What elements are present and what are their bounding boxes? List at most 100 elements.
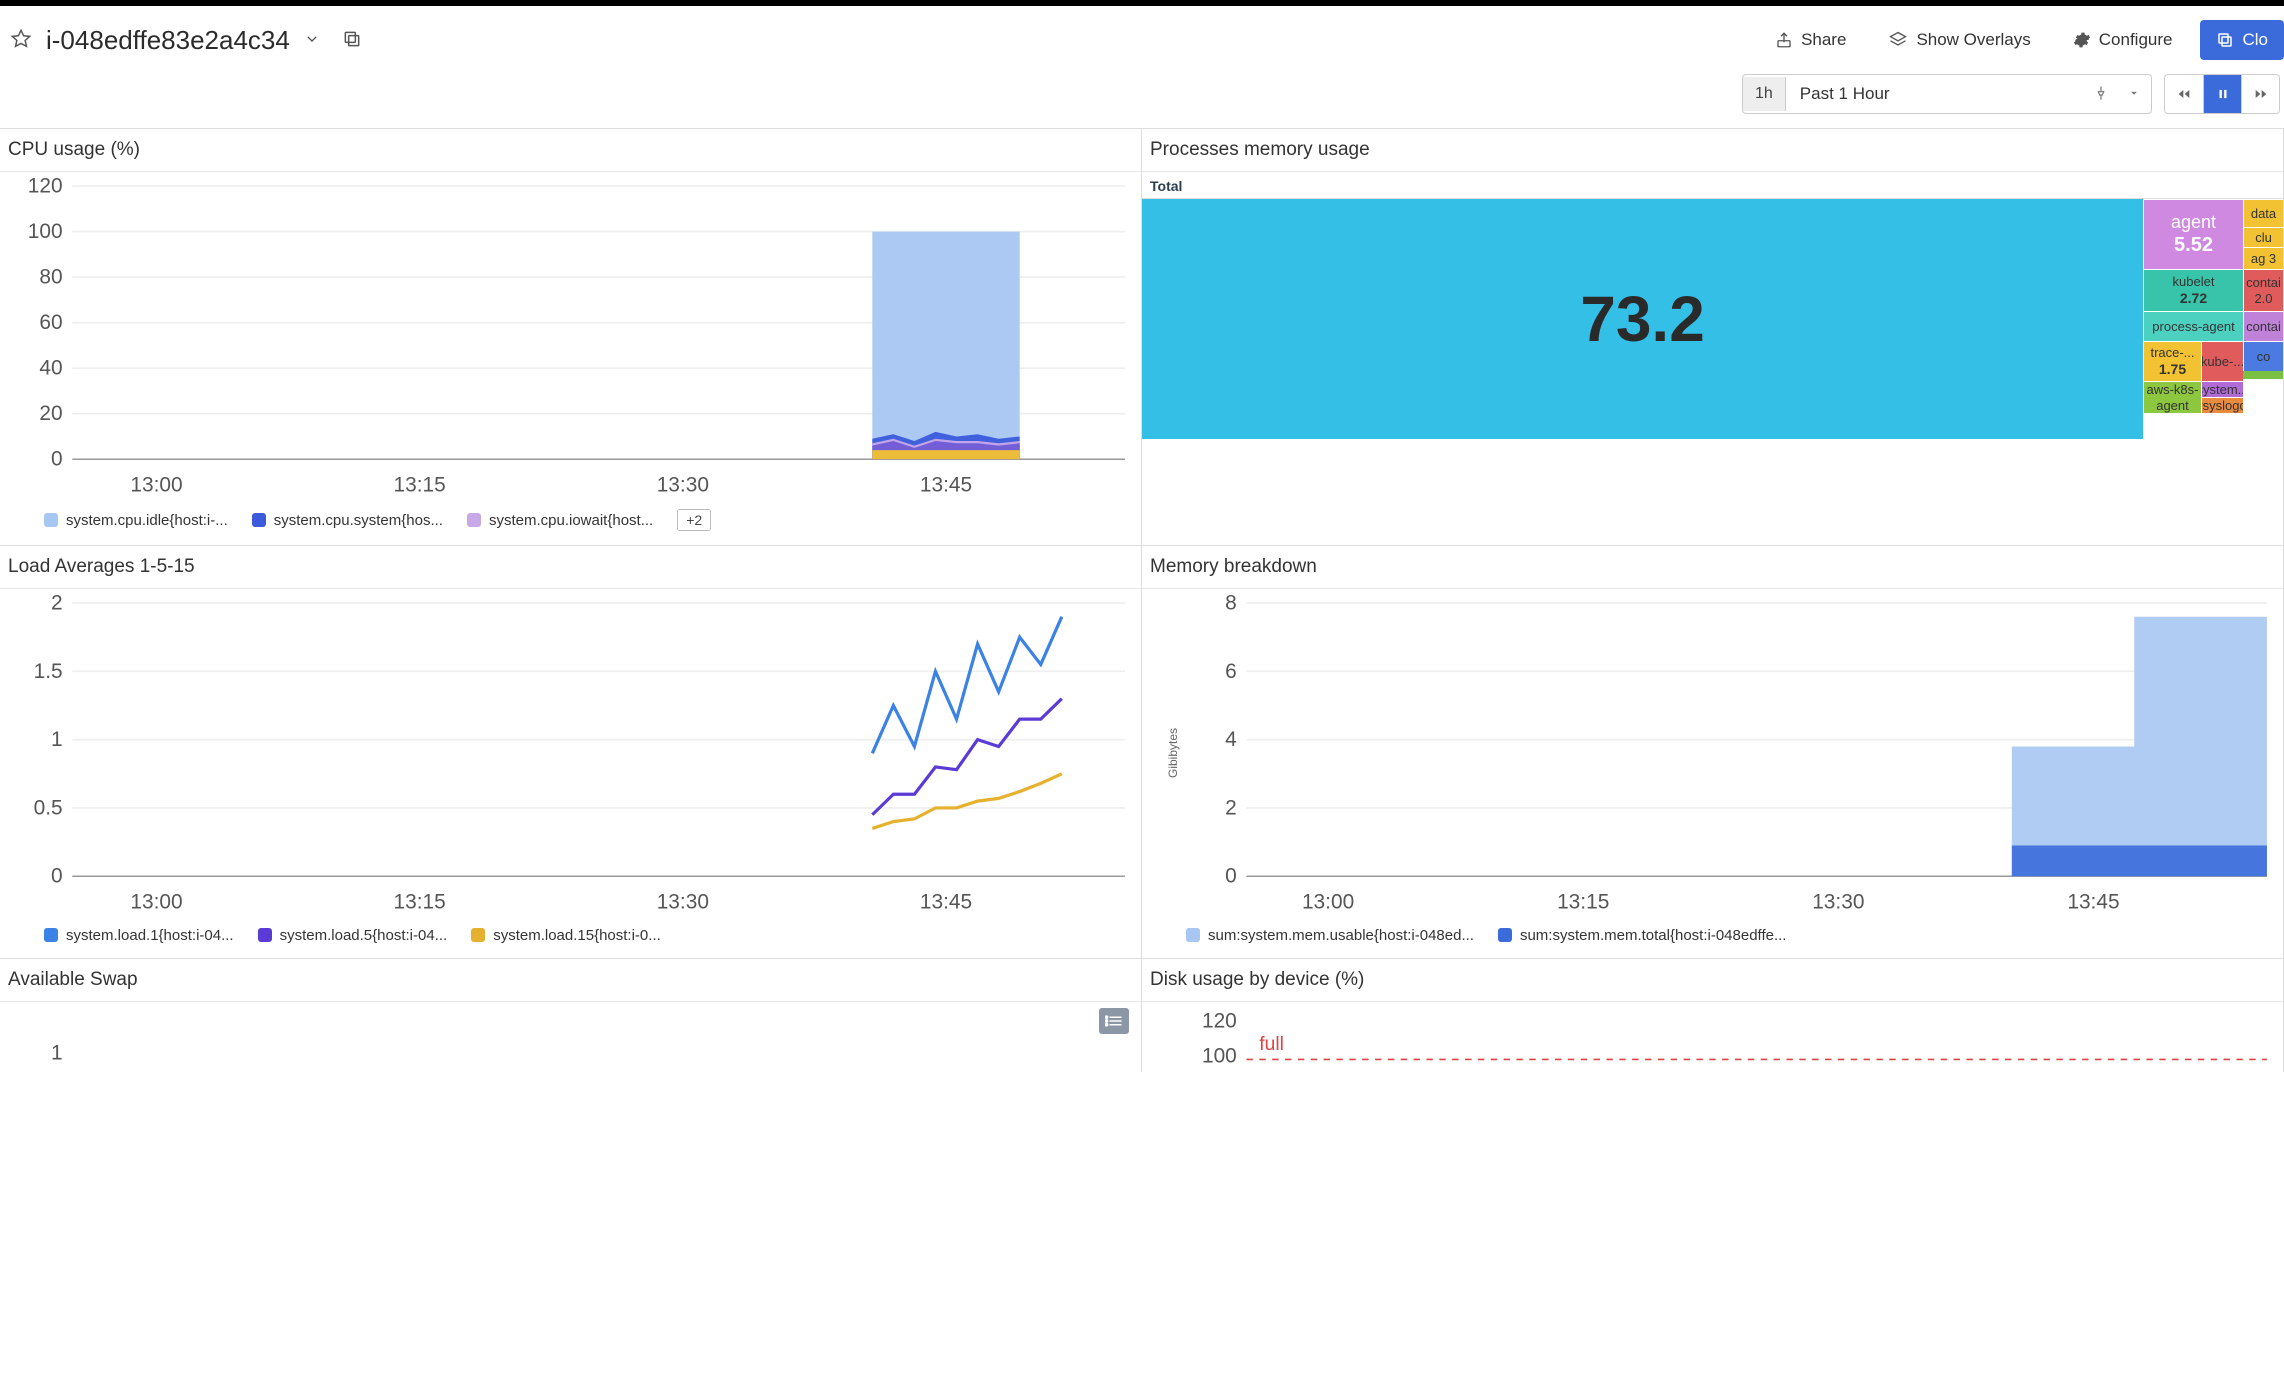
legend-item[interactable]: system.load.15{host:i-0... <box>471 927 661 944</box>
forward-button[interactable] <box>2241 75 2279 113</box>
time-range-pill[interactable]: 1h <box>1743 77 1786 111</box>
list-icon[interactable] <box>1099 1008 1129 1034</box>
share-icon <box>1775 31 1793 49</box>
legend-swatch <box>252 513 266 527</box>
svg-text:0: 0 <box>51 448 63 471</box>
load-chart[interactable]: 00.511.5213:0013:1513:3013:45 <box>8 595 1133 916</box>
panel-title: Memory breakdown <box>1142 546 2283 589</box>
pin-icon[interactable] <box>2085 85 2117 104</box>
legend-item[interactable]: sum:system.mem.usable{host:i-048ed... <box>1186 927 1474 944</box>
legend-label: sum:system.mem.total{host:i-048edffe... <box>1520 927 1787 944</box>
legend-swatch <box>467 513 481 527</box>
treemap-cell-name: system... <box>2201 382 2243 397</box>
treemap-cell-name: co <box>2257 349 2271 365</box>
legend-item[interactable]: system.load.5{host:i-04... <box>258 927 448 944</box>
title-chevron-down-icon[interactable] <box>304 31 320 50</box>
svg-text:60: 60 <box>39 311 62 334</box>
treemap-cell-name: clu <box>2255 230 2272 246</box>
legend-more[interactable]: +2 <box>677 509 711 531</box>
dashboard-header: i-048edffe83e2a4c34 Share Show Overlays … <box>0 6 2284 74</box>
panel-load-avg: Load Averages 1-5-15 00.511.5213:0013:15… <box>0 545 1142 957</box>
treemap-cell[interactable]: data <box>2243 199 2283 227</box>
svg-text:full: full <box>1259 1034 1284 1055</box>
legend-swatch <box>44 928 58 942</box>
panel-subtitle: Total <box>1142 172 2283 199</box>
overlays-button[interactable]: Show Overlays <box>1874 22 2044 58</box>
treemap-cell-name: rsyslogd <box>2201 398 2243 413</box>
treemap-cell[interactable]: aws-k8s-agent <box>2143 381 2201 413</box>
legend-label: system.cpu.system{hos... <box>274 512 443 529</box>
panel-swap: Available Swap 1 <box>0 958 1142 1072</box>
time-chevron-down-icon[interactable] <box>2117 86 2151 103</box>
legend-item[interactable]: system.cpu.idle{host:i-... <box>44 512 228 529</box>
treemap-cell-value: 2.72 <box>2180 290 2207 307</box>
clone-button[interactable]: Clo <box>2200 20 2284 60</box>
gear-icon <box>2073 31 2091 49</box>
svg-text:13:15: 13:15 <box>1557 891 1609 914</box>
overlays-label: Show Overlays <box>1916 30 2030 50</box>
legend-swatch <box>471 928 485 942</box>
treemap-cell-name: kube-... <box>2201 354 2243 370</box>
svg-text:4: 4 <box>1225 728 1237 751</box>
layers-icon <box>1888 30 1908 50</box>
treemap-cell[interactable]: co <box>2243 341 2283 371</box>
panel-title: Load Averages 1-5-15 <box>0 546 1141 589</box>
treemap-cell[interactable]: process-agent <box>2143 311 2243 341</box>
legend-item[interactable]: system.load.1{host:i-04... <box>44 927 234 944</box>
memory-chart[interactable]: 0246813:0013:1513:3013:45 <box>1150 595 2275 916</box>
copy-icon[interactable] <box>342 29 362 52</box>
svg-text:13:45: 13:45 <box>920 473 972 496</box>
configure-label: Configure <box>2099 30 2173 50</box>
svg-text:13:00: 13:00 <box>1302 891 1354 914</box>
swap-chart[interactable]: 1 <box>8 1008 1133 1072</box>
legend-item[interactable]: system.cpu.iowait{host... <box>467 512 653 529</box>
stream-controls <box>2164 74 2280 114</box>
proc-memory-treemap[interactable]: 73.2agent5.52kubelet2.72 process-agent tra… <box>1142 199 2283 439</box>
dashboard-grid: CPU usage (%) 02040608010012013:0013:151… <box>0 128 2284 1072</box>
treemap-cell-name: process-agent <box>2152 319 2234 335</box>
star-icon[interactable] <box>10 28 32 53</box>
svg-text:13:30: 13:30 <box>1812 891 1864 914</box>
panel-disk-usage: Disk usage by device (%) 120100full <box>1142 958 2284 1072</box>
treemap-main-cell[interactable]: 73.2 <box>1142 199 2143 439</box>
svg-text:6: 6 <box>1225 660 1237 683</box>
treemap-cell[interactable]: system... <box>2201 381 2243 397</box>
svg-text:13:45: 13:45 <box>2067 891 2119 914</box>
svg-text:13:15: 13:15 <box>394 473 446 496</box>
treemap-cell-name: trace-... <box>2150 345 2194 361</box>
svg-text:0: 0 <box>51 865 63 888</box>
y-axis-label: Gibibytes <box>1166 728 1180 778</box>
legend-label: system.cpu.idle{host:i-... <box>66 512 228 529</box>
treemap-cell[interactable]: ag 3 <box>2243 247 2283 269</box>
svg-text:13:30: 13:30 <box>657 473 709 496</box>
treemap-cell[interactable]: kube-... <box>2201 341 2243 381</box>
configure-button[interactable]: Configure <box>2059 22 2187 58</box>
time-range-label: Past 1 Hour <box>1786 84 2085 104</box>
treemap-cell[interactable]: rsyslogd <box>2201 397 2243 413</box>
treemap-cell[interactable]: contai <box>2243 311 2283 341</box>
disk-chart[interactable]: 120100full <box>1150 1008 2275 1072</box>
svg-text:1.5: 1.5 <box>34 660 63 683</box>
treemap-cell[interactable]: clu <box>2243 227 2283 247</box>
legend-item[interactable]: sum:system.mem.total{host:i-048edffe... <box>1498 927 1787 944</box>
share-button[interactable]: Share <box>1761 22 1860 58</box>
panel-title: Disk usage by device (%) <box>1142 959 2283 1002</box>
treemap-cell-name: contai 2.0 <box>2244 275 2283 306</box>
treemap-cell[interactable]: trace-...1.75 <box>2143 341 2201 381</box>
legend-label: system.cpu.iowait{host... <box>489 512 653 529</box>
treemap-cell-name: aws-k8s-agent <box>2144 382 2201 413</box>
time-controls: 1h Past 1 Hour <box>0 74 2284 128</box>
treemap-cell[interactable]: contai 2.0 <box>2243 269 2283 311</box>
treemap-cell[interactable]: kubelet2.72 <box>2143 269 2243 311</box>
treemap-cell[interactable]: agent5.52 <box>2143 199 2243 269</box>
svg-text:100: 100 <box>28 220 63 243</box>
svg-text:2: 2 <box>51 595 63 614</box>
legend-item[interactable]: system.cpu.system{hos... <box>252 512 443 529</box>
pause-button[interactable] <box>2203 75 2241 113</box>
legend-swatch <box>1498 928 1512 942</box>
cpu-chart[interactable]: 02040608010012013:0013:1513:3013:45 <box>8 178 1133 499</box>
treemap-cell-value: 1.75 <box>2159 361 2186 378</box>
panel-cpu-usage: CPU usage (%) 02040608010012013:0013:151… <box>0 128 1142 545</box>
time-range-picker[interactable]: 1h Past 1 Hour <box>1742 74 2152 114</box>
rewind-button[interactable] <box>2165 75 2203 113</box>
